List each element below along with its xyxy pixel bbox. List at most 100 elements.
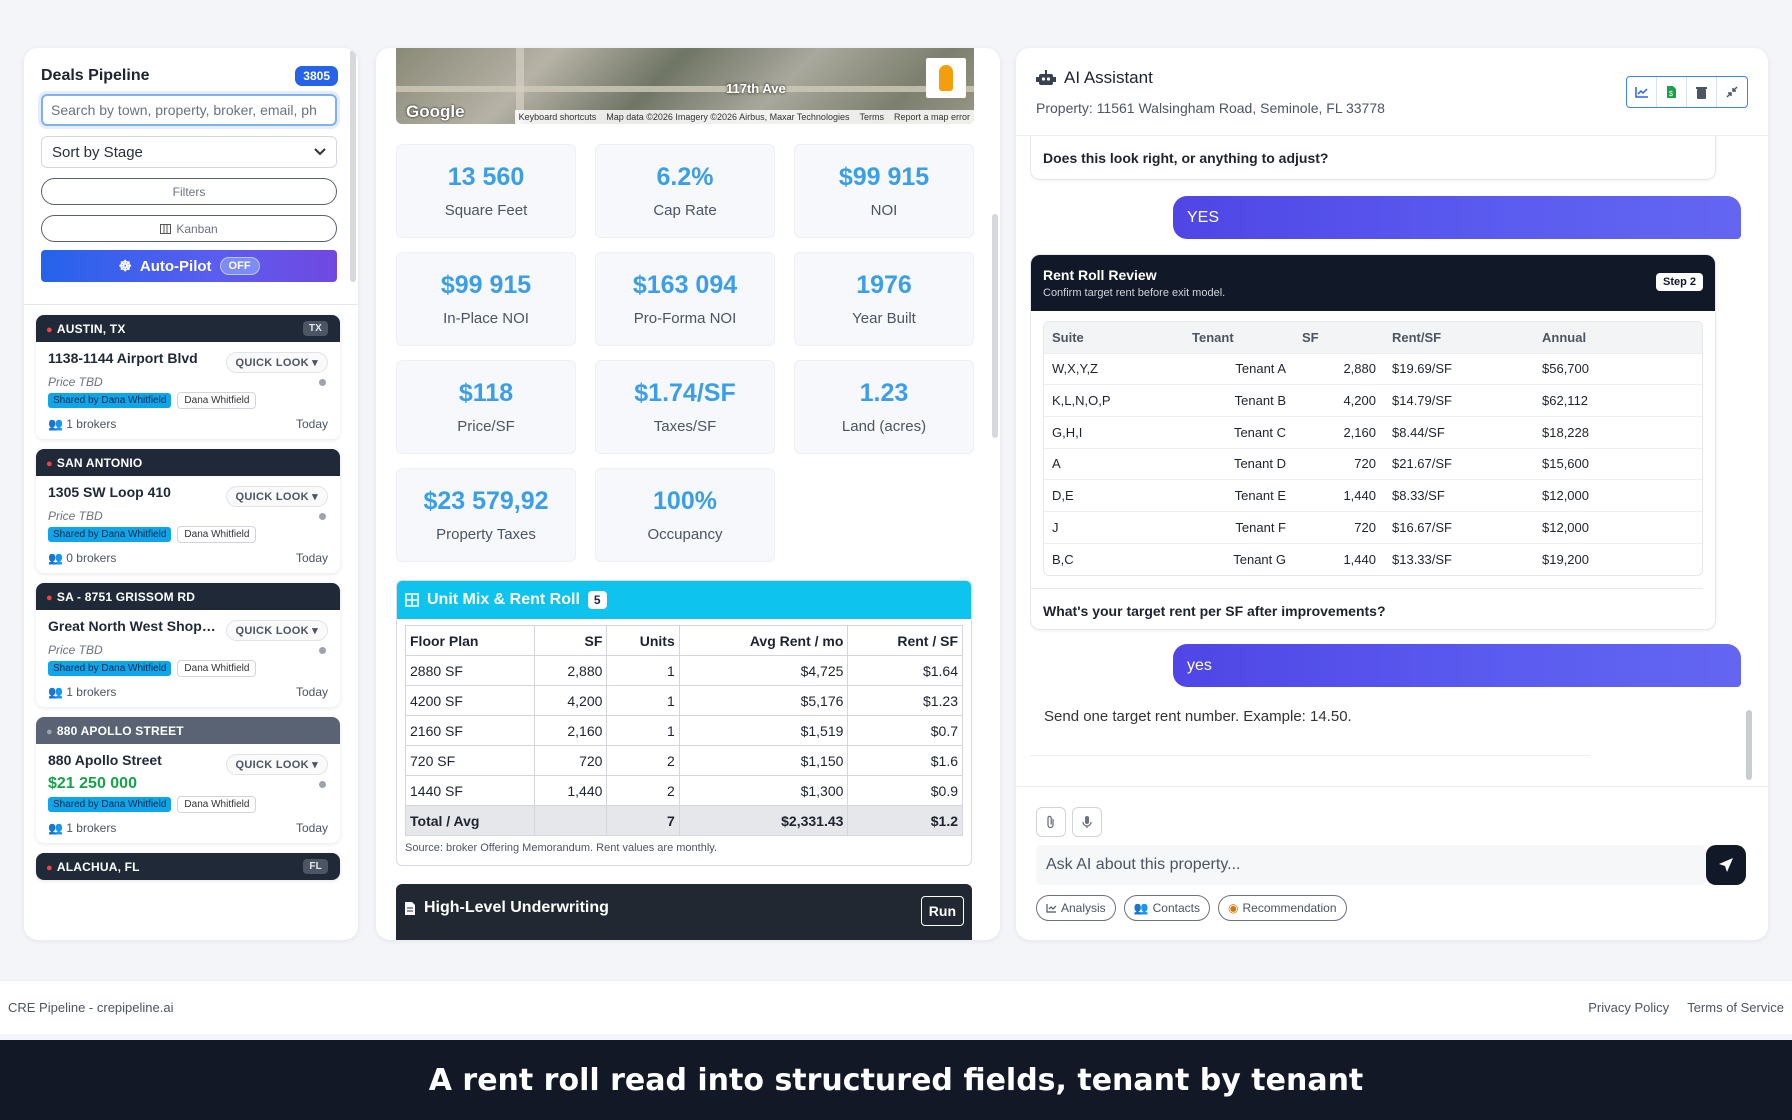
- table-cell: 1440 SF: [404, 775, 536, 806]
- pipeline-search-input[interactable]: [41, 94, 337, 126]
- deal-card[interactable]: ● ALACHUA, FL FL: [36, 853, 340, 880]
- quick-look-button[interactable]: QUICK LOOK ▾: [225, 754, 328, 775]
- quick-look-button[interactable]: QUICK LOOK ▾: [225, 620, 328, 641]
- deal-location-bar: ● ALACHUA, FL FL: [36, 853, 340, 880]
- stat-value: $23 579,92: [423, 487, 549, 515]
- table-row: G,H,I Tenant C 2,160 $8.44/SF $18,228: [1044, 415, 1702, 449]
- users-icon: 👥: [48, 417, 63, 431]
- table-cell: $13.33/SF: [1384, 542, 1534, 575]
- column-header: Suite: [1044, 322, 1184, 353]
- map-pin-icon: ●: [46, 457, 53, 470]
- robot-icon: [1036, 70, 1056, 85]
- step-badge: Step 2: [1655, 273, 1703, 291]
- table-cell: $8.33/SF: [1384, 479, 1534, 512]
- table-cell: J: [1044, 510, 1184, 544]
- stat-value: $99 915: [440, 271, 532, 299]
- stat-label: NOI: [870, 202, 898, 219]
- deal-date: Today: [295, 551, 328, 565]
- street-view-pegman-icon[interactable]: [926, 58, 966, 98]
- chip-analysis[interactable]: Analysis: [1036, 895, 1116, 921]
- owner-tag: Dana Whitfield: [177, 526, 257, 543]
- table-cell: $15,600: [1534, 447, 1702, 480]
- sort-select-value: Sort by Stage: [52, 143, 143, 161]
- deal-location: SAN ANTONIO: [56, 455, 143, 470]
- trash-icon[interactable]: [1687, 77, 1717, 107]
- deal-card[interactable]: ● SAN ANTONIO 1305 SW Loop 410 QUICK LOOK…: [36, 449, 340, 573]
- stat-label: Year Built: [852, 310, 916, 327]
- chip-contacts[interactable]: 👥 Contacts: [1123, 895, 1210, 921]
- column-header: Units: [606, 625, 680, 656]
- broker-count: 1 brokers: [66, 417, 117, 431]
- stat-label: In-Place NOI: [443, 310, 529, 327]
- autopilot-label: Auto-Pilot: [139, 257, 212, 275]
- paperclip-icon[interactable]: [1036, 807, 1066, 837]
- ai-property: Property: 11561 Walsingham Road, Seminol…: [1036, 100, 1385, 116]
- deal-location: 880 APOLLO STREET: [56, 723, 184, 738]
- chip-recommendation[interactable]: ◉ Recommendation: [1218, 895, 1347, 921]
- column-header: Avg Rent / mo: [678, 625, 849, 656]
- owner-tag: Dana Whitfield: [177, 796, 257, 813]
- deal-name[interactable]: 1138-1144 Airport Blvd: [48, 350, 198, 366]
- chat-composer: Analysis 👥Contacts ◉Recommendation: [1016, 786, 1768, 940]
- deal-date: Today: [295, 821, 328, 835]
- run-underwriting-button[interactable]: Run: [920, 896, 964, 926]
- quick-look-button[interactable]: QUICK LOOK ▾: [225, 352, 328, 373]
- table-cell: 1: [606, 655, 680, 686]
- deal-name[interactable]: 880 Apollo Street: [48, 752, 162, 768]
- keyboard-shortcuts-link[interactable]: Keyboard shortcuts: [518, 112, 597, 122]
- report-map-error-link[interactable]: Report a map error: [893, 112, 970, 122]
- stat-value: 1976: [856, 271, 912, 299]
- filters-button[interactable]: Filters: [41, 178, 337, 205]
- collapse-icon[interactable]: [1717, 77, 1747, 107]
- satellite-map[interactable]: 117th Ave Google Keyboard shortcuts Map …: [396, 48, 974, 124]
- spreadsheet-icon[interactable]: $: [1657, 77, 1687, 107]
- footer-brand: CRE Pipeline - crepipeline.ai: [8, 1000, 174, 1015]
- quick-look-button[interactable]: QUICK LOOK ▾: [225, 486, 328, 507]
- broker-count: 1 brokers: [66, 821, 117, 835]
- detail-scrollbar[interactable]: [992, 214, 998, 438]
- google-logo: Google: [406, 102, 465, 121]
- rent-roll-header: Rent Roll Review Confirm target rent bef…: [1031, 255, 1715, 311]
- autopilot-button[interactable]: ☸ Auto-Pilot OFF: [41, 250, 337, 282]
- table-cell: G,H,I: [1044, 415, 1184, 449]
- chart-icon[interactable]: [1627, 77, 1657, 107]
- table-row: D,E Tenant E 1,440 $8.33/SF $12,000: [1044, 479, 1702, 512]
- map-pin-icon: ●: [46, 323, 53, 336]
- send-icon: [1719, 858, 1733, 872]
- rent-roll-subtitle: Confirm target rent before exit model.: [1043, 287, 1226, 299]
- send-button[interactable]: [1706, 845, 1746, 885]
- rent-roll-review-card: Rent Roll Review Confirm target rent bef…: [1030, 254, 1716, 630]
- deal-name[interactable]: Great North West Shopping Center: [48, 618, 218, 634]
- document-icon: [405, 901, 415, 915]
- deal-card[interactable]: ● 880 APOLLO STREET 880 Apollo Street QUI…: [36, 717, 340, 843]
- table-cell: 2,880: [534, 655, 608, 686]
- deal-location-bar: ● SA - 8751 GRISSOM RD: [36, 583, 340, 610]
- terms-of-service-link[interactable]: Terms of Service: [1687, 1000, 1784, 1015]
- deal-card[interactable]: ● SA - 8751 GRISSOM RD Great North West S…: [36, 583, 340, 707]
- autopilot-toggle[interactable]: OFF: [219, 257, 260, 275]
- kanban-button[interactable]: Kanban: [41, 215, 337, 242]
- terms-link[interactable]: Terms: [859, 112, 884, 122]
- column-header: Rent / SF: [847, 625, 963, 656]
- privacy-policy-link[interactable]: Privacy Policy: [1588, 1000, 1670, 1015]
- chip-label: Analysis: [1061, 901, 1106, 915]
- table-cell: $16.67/SF: [1384, 510, 1534, 544]
- microphone-icon[interactable]: [1072, 807, 1102, 837]
- deal-location: SA - 8751 GRISSOM RD: [56, 589, 196, 604]
- status-dot: [319, 647, 326, 654]
- broker-count: 1 brokers: [66, 685, 117, 699]
- ask-ai-input[interactable]: [1036, 845, 1706, 885]
- pipeline-scrollbar[interactable]: [350, 50, 356, 282]
- table-row: W,X,Y,Z Tenant A 2,880 $19.69/SF $56,700: [1044, 352, 1702, 385]
- deal-price: $21 250 000: [48, 775, 137, 792]
- chat-thread[interactable]: Does this look right, or anything to adj…: [1030, 136, 1754, 786]
- table-cell: $1.64: [847, 655, 963, 686]
- deal-name[interactable]: 1305 SW Loop 410: [48, 484, 171, 500]
- table-cell: 720 SF: [404, 745, 536, 776]
- deal-card[interactable]: ● AUSTIN, TX TX 1138-1144 Airport Blvd QU…: [36, 315, 340, 439]
- sort-select[interactable]: Sort by Stage: [41, 136, 337, 168]
- chat-scrollbar[interactable]: [1746, 710, 1752, 780]
- table-cell: $18,228: [1534, 415, 1702, 449]
- table-cell: 1,440: [1294, 542, 1384, 575]
- table-cell: Tenant D: [1184, 447, 1294, 480]
